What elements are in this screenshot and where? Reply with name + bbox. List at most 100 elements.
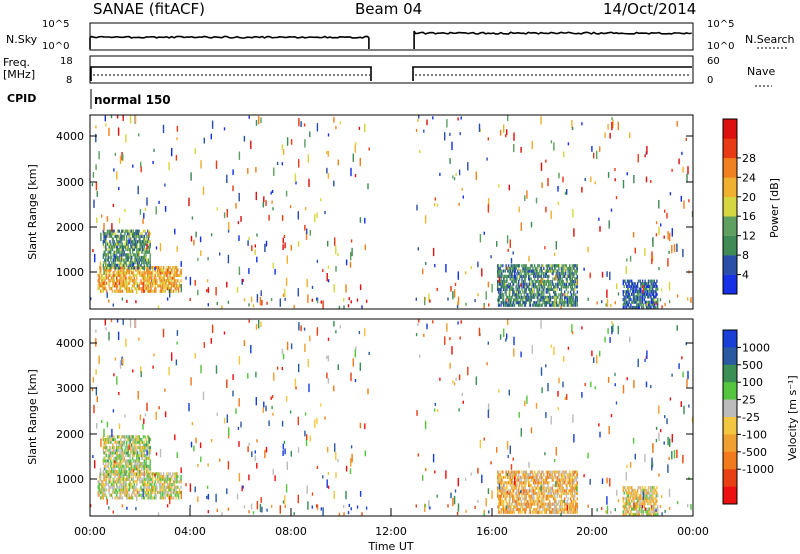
scatter-cell (523, 491, 525, 495)
scatter-cell (573, 489, 575, 493)
scatter-cell (128, 278, 131, 282)
scatter-cell (549, 269, 551, 273)
scatter-cell (525, 475, 527, 479)
scatter-cell (255, 122, 258, 126)
scatter-cell (549, 293, 551, 297)
scatter-cell (112, 438, 114, 442)
scatter-cell (194, 282, 196, 286)
scatter-cell (557, 481, 559, 485)
scatter-cell (141, 451, 144, 455)
scatter-cell (122, 459, 125, 463)
scatter-cell (168, 281, 171, 285)
scatter-cell (116, 480, 119, 484)
scatter-cell (142, 258, 145, 262)
scatter-cell (155, 485, 157, 489)
scatter-cell (159, 248, 162, 252)
scatter-cell (656, 287, 658, 291)
scatter-cell (105, 467, 107, 471)
scatter-cell (175, 268, 177, 272)
scatter-cell (648, 303, 650, 307)
scatter-cell (523, 510, 526, 514)
scatter-cell (540, 285, 542, 289)
scatter-cell (175, 475, 177, 479)
scatter-cell (532, 290, 534, 294)
scatter-cell (114, 245, 116, 249)
scatter-cell (143, 480, 145, 484)
scatter-cell (125, 287, 127, 291)
scatter-cell (103, 240, 105, 244)
scatter-cell (110, 266, 112, 270)
scatter-cell (135, 480, 137, 484)
scatter-cell (528, 494, 531, 498)
scatter-cell (307, 156, 309, 160)
scatter-cell (148, 467, 150, 471)
scatter-cell (560, 272, 563, 276)
scatter-cell (130, 237, 132, 241)
scatter-cell (558, 282, 560, 286)
scatter-cell (161, 485, 163, 489)
scatter-cell (112, 467, 114, 471)
scatter-cell (131, 240, 134, 244)
scatter-cell (152, 480, 154, 484)
scatter-cell (512, 274, 515, 278)
scatter-cell (536, 274, 538, 278)
scatter-cell (522, 266, 524, 270)
scatter-cell (541, 470, 543, 474)
scatter-cell (681, 151, 683, 155)
scatter-cell (141, 483, 144, 487)
scatter-cell (119, 496, 121, 500)
scatter-cell (131, 261, 133, 265)
scatter-cell (498, 287, 501, 291)
scatter-cell (544, 502, 547, 506)
scatter-cell (629, 279, 631, 283)
scatter-cell (565, 470, 568, 474)
scatter-cell (605, 303, 607, 307)
scatter-cell (528, 481, 531, 485)
scatter-cell (101, 273, 104, 277)
scatter-cell (172, 488, 175, 492)
scatter-cell (534, 473, 537, 477)
scatter-cell (232, 172, 234, 176)
scatter-cell (643, 292, 645, 296)
scatter-cell (262, 201, 264, 205)
scatter-cell (236, 287, 239, 291)
scatter-cell (644, 284, 646, 288)
scatter-cell (110, 472, 112, 476)
scatter-cell (290, 141, 293, 145)
scatter-cell (504, 282, 506, 286)
scatter-cell (609, 132, 611, 136)
scatter-cell (499, 274, 501, 278)
scatter-cell (119, 443, 121, 447)
scatter-cell (132, 234, 135, 238)
scatter-cell (134, 253, 136, 257)
scatter-cell (682, 254, 684, 258)
scatter-cell (671, 228, 673, 232)
scatter-cell (145, 240, 147, 244)
scatter-cell (522, 473, 524, 477)
scatter-cell (112, 280, 114, 284)
scatter-cell (511, 266, 513, 270)
scatter-cell (569, 508, 572, 512)
scatter-cell (200, 165, 202, 169)
scatter-cell (499, 502, 501, 506)
scatter-cell (178, 488, 181, 492)
scatter-cell (502, 282, 504, 286)
scatter-cell (125, 229, 127, 233)
scatter-cell (364, 123, 366, 127)
scatter-cell (477, 264, 479, 268)
scatter-cell (105, 263, 107, 267)
scatter-cell (146, 258, 148, 262)
scatter-cell (626, 284, 629, 288)
scatter-cell (180, 261, 182, 265)
scatter-cell (152, 160, 154, 164)
scatter-cell (487, 206, 490, 210)
scatter-cell (512, 285, 514, 289)
scatter-cell (135, 451, 137, 455)
scatter-cell (551, 470, 553, 474)
scatter-cell (559, 505, 562, 509)
scatter-cell (575, 264, 578, 268)
scatter-cell (546, 301, 548, 305)
scatter-cell (125, 472, 127, 476)
scatter-cell (151, 281, 153, 285)
scatter-cell (540, 497, 542, 501)
